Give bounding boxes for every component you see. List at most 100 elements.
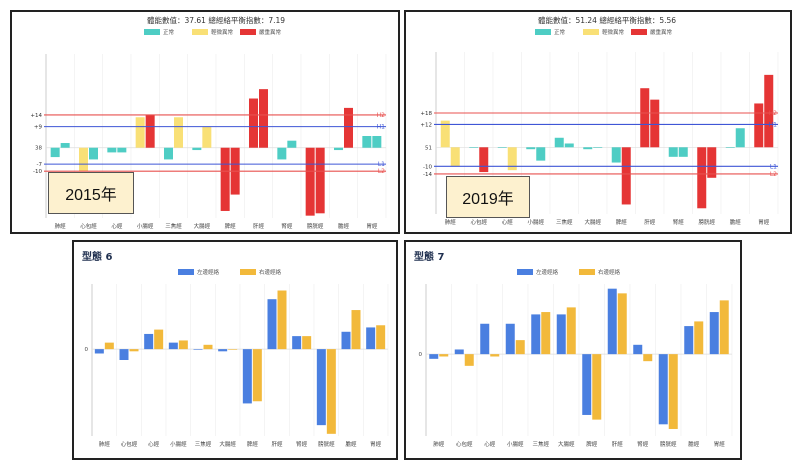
- bar-left-心包經: [79, 147, 88, 172]
- bar-右邊經絡-膀胱經: [668, 354, 678, 429]
- bar-左邊經絡-腎經: [292, 336, 302, 350]
- x-tick-label: 腎經: [281, 222, 293, 230]
- bar-left-心經: [497, 147, 507, 148]
- x-tick-label: 肺經: [55, 222, 67, 230]
- bar-右邊經絡-三焦經: [541, 312, 551, 355]
- bar-left-膀胱經: [305, 147, 315, 216]
- ref-tick-label: +12: [420, 122, 432, 128]
- bar-右邊經絡-脾經: [252, 349, 262, 402]
- bar-左邊經絡-膽經: [684, 326, 694, 355]
- bar-右邊經絡-心經: [154, 329, 164, 350]
- legend-swatch: [583, 29, 599, 35]
- legend-swatch: [240, 269, 256, 275]
- bar-右邊經絡-膽經: [351, 310, 361, 350]
- legend-label: 右邊經絡: [259, 268, 282, 276]
- x-tick-label: 心包經: [80, 222, 97, 230]
- bar-right-心經: [507, 147, 517, 171]
- bar-左邊經絡-三焦經: [193, 349, 203, 350]
- bar-右邊經絡-心包經: [464, 354, 474, 366]
- x-tick-label: 脾經: [225, 222, 237, 230]
- bar-left-大腸經: [192, 147, 202, 151]
- bar-右邊經絡-膀胱經: [326, 349, 336, 434]
- legend-swatch: [178, 269, 194, 275]
- bar-left-脾經: [220, 147, 230, 211]
- x-tick-label: 肺經: [99, 440, 111, 448]
- legend-swatch: [240, 29, 256, 35]
- bar-右邊經絡-小腸經: [178, 340, 188, 350]
- x-tick-label: 肝經: [644, 218, 656, 226]
- x-tick-label: 腎經: [296, 440, 308, 448]
- bar-right-膀胱經: [315, 147, 325, 214]
- ref-tick-label: +14: [30, 113, 42, 119]
- bar-左邊經絡-膀胱經: [658, 354, 668, 425]
- x-tick-label: 腎經: [637, 440, 649, 448]
- y-tick-label: 38: [35, 146, 42, 152]
- bar-左邊經絡-心經: [480, 323, 490, 355]
- x-tick-label: 脾經: [586, 440, 598, 448]
- x-tick-label: 腎經: [673, 218, 685, 226]
- bar-right-小腸經: [536, 147, 546, 161]
- x-tick-label: 大腸經: [584, 218, 601, 226]
- bar-左邊經絡-大腸經: [218, 349, 228, 352]
- legend-label: 左邊經絡: [536, 268, 559, 276]
- x-tick-label: 膽經: [730, 218, 742, 226]
- x-tick-label: 心經: [148, 440, 160, 448]
- x-tick-label: 三焦經: [195, 440, 212, 448]
- chart-2019: 體能數值：51.24 總經絡平衡指數：5.56 正常 輕微異常 嚴重異常 51 +18 H2…: [420, 15, 779, 226]
- x-tick-label: 膀胱經: [660, 440, 677, 448]
- bar-right-心包經: [479, 147, 489, 173]
- ref-line-label: L2: [378, 168, 385, 175]
- bar-right-小腸經: [145, 114, 155, 148]
- bar-right-膽經: [735, 128, 745, 148]
- legend-swatch: [192, 29, 208, 35]
- year-label-2015: 2015年: [48, 172, 134, 214]
- ref-line-label: L2: [770, 171, 777, 178]
- ref-tick-label: -14: [423, 172, 432, 178]
- x-tick-label: 膀胱經: [698, 218, 715, 226]
- bar-left-小腸經: [526, 147, 536, 150]
- ref-line-label: H2: [377, 112, 386, 119]
- bar-right-肺經: [60, 143, 70, 148]
- bar-左邊經絡-大腸經: [556, 314, 566, 355]
- chart-title: 體能數值：51.24 總經絡平衡指數：5.56: [538, 15, 676, 25]
- panel-title-type6: 型態 6: [82, 252, 113, 263]
- bar-left-三焦經: [554, 137, 564, 148]
- bar-右邊經絡-胃經: [719, 300, 729, 355]
- x-tick-label: 心經: [111, 222, 123, 230]
- bar-left-膽經: [725, 147, 735, 148]
- x-tick-label: 膀胱經: [307, 222, 324, 230]
- ref-line-label: H1: [769, 121, 778, 128]
- chart-type7: 左邊經絡 右邊經絡 0 肺經 心包經 心經 小腸經 三焦經 大腸經 脾經 肝經 腎經 膀胱經 膽經 胃經: [419, 268, 733, 448]
- bar-右邊經絡-膽經: [694, 321, 704, 355]
- x-tick-label: 心包經: [456, 440, 473, 448]
- bar-左邊經絡-脾經: [582, 354, 592, 415]
- x-tick-label: 胃經: [758, 218, 770, 226]
- legend-label: 嚴重異常: [259, 28, 282, 36]
- bar-right-三焦經: [174, 117, 183, 148]
- bar-左邊經絡-膀胱經: [316, 349, 326, 426]
- x-tick-label: 膽經: [338, 222, 350, 230]
- bar-右邊經絡-腎經: [643, 354, 653, 362]
- ref-tick-label: -10: [33, 169, 42, 175]
- x-tick-label: 胃經: [714, 440, 726, 448]
- x-tick-label: 小腸經: [507, 440, 524, 448]
- bar-左邊經絡-三焦經: [531, 314, 541, 355]
- bar-右邊經絡-肺經: [104, 342, 114, 350]
- x-tick-label: 膽經: [688, 440, 700, 448]
- year-label-2019: 2019年: [446, 176, 530, 218]
- bar-左邊經絡-脾經: [242, 349, 252, 404]
- bar-left-大腸經: [583, 147, 593, 150]
- x-tick-label: 肝經: [612, 440, 624, 448]
- y-tick-label: 0: [85, 347, 89, 353]
- x-tick-label: 心經: [502, 218, 514, 226]
- x-tick-label: 小腸經: [170, 440, 187, 448]
- bar-左邊經絡-心經: [144, 333, 154, 350]
- x-tick-label: 肝經: [253, 222, 265, 230]
- x-tick-label: 小腸經: [137, 222, 154, 230]
- bar-right-三焦經: [564, 143, 574, 148]
- bar-右邊經絡-心經: [490, 354, 500, 357]
- x-tick-label: 三焦經: [532, 440, 549, 448]
- x-tick-label: 三焦經: [165, 222, 182, 230]
- legend-label: 左邊經絡: [197, 268, 220, 276]
- chart-title: 體能數值：37.61 總經絡平衡指數：7.19: [147, 15, 285, 25]
